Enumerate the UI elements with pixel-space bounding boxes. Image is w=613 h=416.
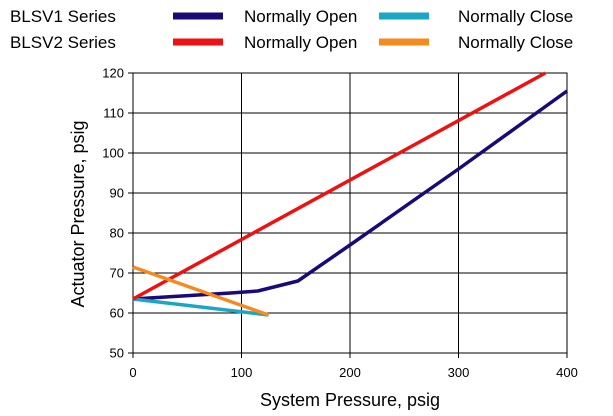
x-tick-label: 100 xyxy=(231,365,253,380)
series-line-4 xyxy=(132,265,270,317)
legend: BLSV1 Series Normally Open Normally Close B… xyxy=(10,7,573,52)
legend-series-label: BLSV1 Series xyxy=(10,7,116,26)
legend-series-label: BLSV2 Series xyxy=(10,33,116,52)
series-line-1 xyxy=(132,89,569,301)
y-tick-label: 80 xyxy=(110,226,124,241)
series-line-2 xyxy=(132,297,269,317)
grid xyxy=(132,72,568,354)
x-tick-label: 0 xyxy=(129,365,136,380)
legend-entry-label: Normally Open xyxy=(244,33,357,52)
y-tick-label: 70 xyxy=(110,266,124,281)
y-tick-label: 110 xyxy=(103,106,124,121)
x-tick-label: 400 xyxy=(556,365,578,380)
x-tick-label: 300 xyxy=(448,365,470,380)
y-tick-label: 90 xyxy=(110,186,124,201)
legend-entry-label: Normally Close xyxy=(458,33,573,52)
y-tick-label: 120 xyxy=(102,66,124,81)
x-tick-label: 200 xyxy=(339,365,361,380)
axis-ticks: 0 100 200 300 400 50 60 70 80 90 100 110 120 xyxy=(102,66,578,381)
series-line-3 xyxy=(132,71,547,301)
x-axis-label: System Pressure, psig xyxy=(260,390,440,410)
legend-entry-label: Normally Close xyxy=(458,7,573,26)
series-lines xyxy=(132,71,569,317)
y-tick-label: 60 xyxy=(110,306,124,321)
legend-entry-label: Normally Open xyxy=(244,7,357,26)
y-axis-label: Actuator Pressure, psig xyxy=(68,120,88,307)
y-tick-label: 100 xyxy=(102,146,124,161)
y-tick-label: 50 xyxy=(110,346,124,361)
